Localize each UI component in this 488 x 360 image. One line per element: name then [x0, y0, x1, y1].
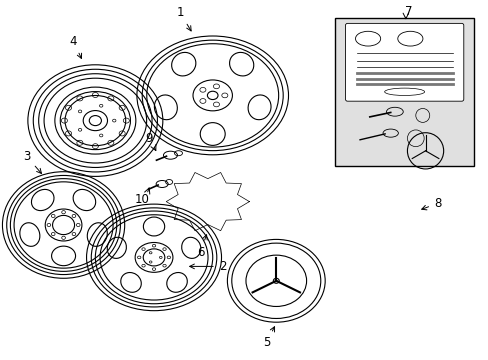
Text: 1: 1	[176, 6, 191, 31]
Text: 5: 5	[262, 327, 274, 349]
Text: 6: 6	[196, 235, 207, 258]
Text: 7: 7	[404, 5, 411, 18]
FancyBboxPatch shape	[345, 23, 463, 101]
Text: 10: 10	[134, 193, 149, 206]
Text: 4: 4	[69, 35, 81, 58]
Text: 9: 9	[145, 132, 153, 145]
Text: 8: 8	[421, 197, 441, 210]
Bar	[334, 18, 473, 166]
Text: 3: 3	[23, 150, 41, 174]
Text: 2: 2	[189, 260, 226, 273]
